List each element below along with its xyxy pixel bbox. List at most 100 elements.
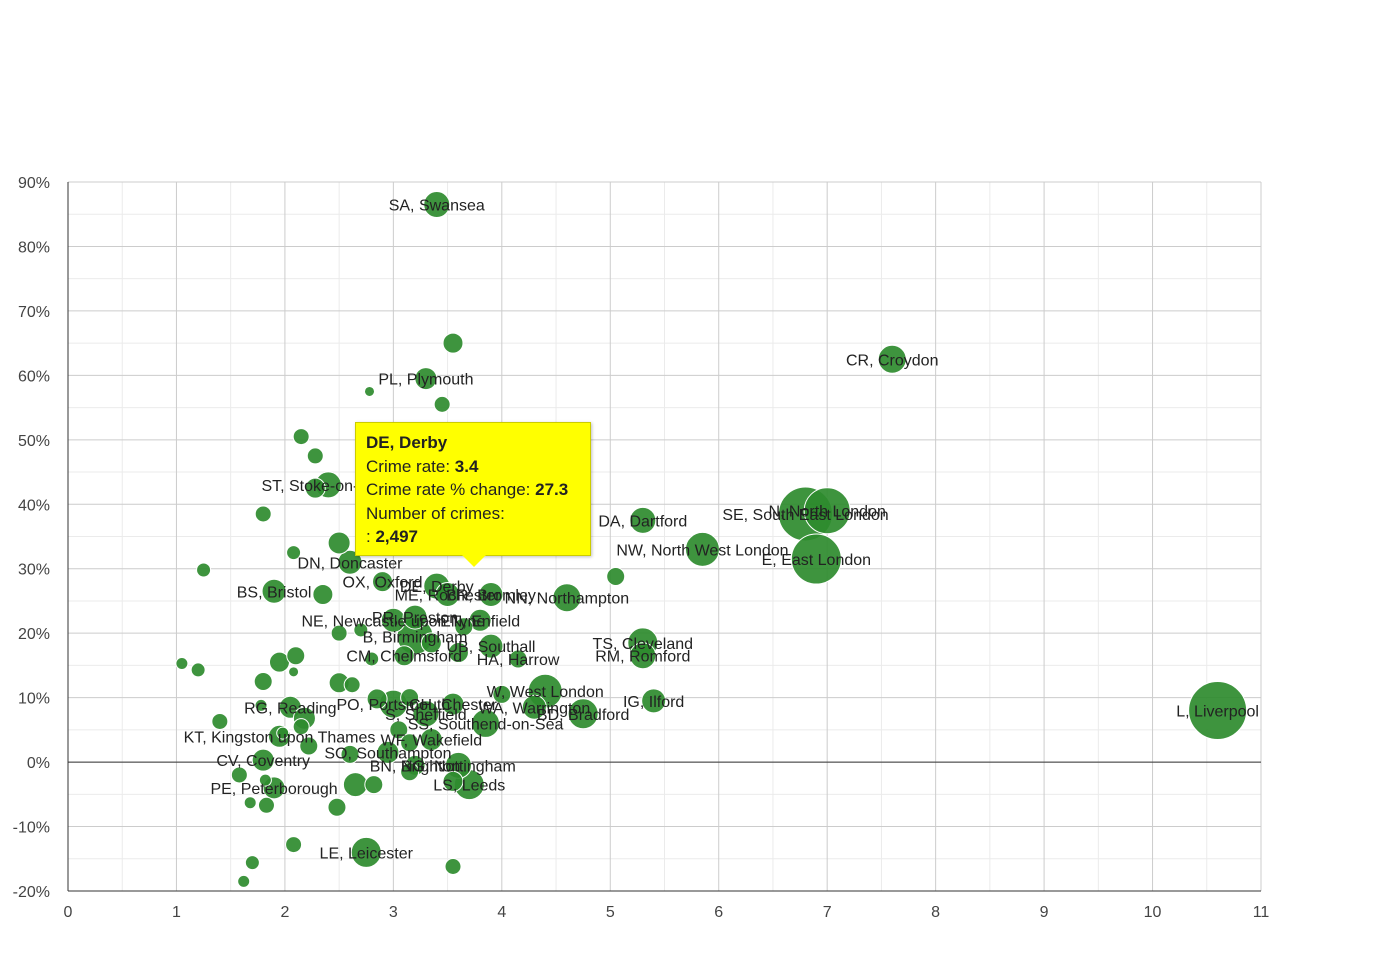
bubble[interactable] — [353, 622, 369, 638]
bubble[interactable] — [606, 566, 626, 586]
bubble[interactable] — [304, 477, 326, 499]
bubble[interactable] — [1188, 681, 1248, 741]
bubble[interactable] — [629, 506, 657, 534]
bubble-label: OX, Oxford — [343, 575, 423, 592]
tooltip-rate-value: 3.4 — [454, 456, 479, 476]
bubble[interactable] — [414, 367, 438, 391]
bubble[interactable] — [423, 191, 451, 219]
bubble-label: BN, Brighton — [370, 758, 461, 775]
bubble[interactable] — [402, 604, 428, 630]
bubble[interactable] — [343, 676, 361, 694]
tooltip-count-label: Number of crimes: — [366, 503, 505, 523]
bubble[interactable] — [419, 728, 443, 752]
bubble[interactable] — [433, 395, 451, 413]
bubble[interactable] — [567, 698, 599, 730]
x-tick-label: 6 — [714, 904, 723, 921]
bubble[interactable] — [366, 688, 388, 710]
x-tick-label: 11 — [1253, 904, 1270, 921]
bubble[interactable] — [389, 720, 409, 740]
bubble[interactable] — [471, 708, 501, 738]
bubble[interactable] — [393, 645, 415, 667]
bubble[interactable] — [376, 740, 400, 764]
bubble[interactable] — [243, 796, 257, 810]
bubble-label: S, Sheffield — [385, 707, 467, 724]
bubble[interactable] — [372, 571, 394, 593]
bubble[interactable] — [420, 632, 442, 654]
bubble[interactable] — [327, 797, 347, 817]
bubble-label: TS, Cleveland — [593, 636, 694, 653]
x-tick-label: 7 — [823, 904, 832, 921]
bubble[interactable] — [877, 344, 907, 374]
bubble[interactable] — [340, 744, 360, 764]
bubble[interactable] — [478, 633, 504, 659]
bubble[interactable] — [286, 545, 302, 561]
tooltip-title: DE, Derby — [366, 433, 448, 452]
bubble[interactable] — [803, 487, 851, 535]
bubble[interactable] — [400, 762, 420, 782]
bubble[interactable] — [478, 582, 504, 608]
bubble[interactable] — [400, 688, 420, 708]
bubble[interactable] — [257, 796, 275, 814]
bubble[interactable] — [306, 447, 324, 465]
bubble[interactable] — [237, 874, 251, 888]
bubble[interactable] — [441, 692, 465, 716]
bubble[interactable] — [508, 649, 528, 669]
bubble[interactable] — [190, 662, 206, 678]
y-tick-label: 50% — [18, 433, 50, 450]
bubble[interactable] — [364, 651, 380, 667]
bubble[interactable] — [196, 562, 212, 578]
bubble[interactable] — [230, 766, 248, 784]
bubble-label: IG, Ilford — [623, 694, 684, 711]
bubble[interactable] — [292, 428, 310, 446]
bubble[interactable] — [251, 748, 275, 772]
x-tick-label: 8 — [931, 904, 940, 921]
bubble[interactable] — [258, 773, 272, 787]
tooltip: DE, Derby Crime rate: 3.4 Crime rate % c… — [355, 422, 591, 556]
bubble[interactable] — [435, 582, 461, 608]
bubble[interactable] — [337, 549, 363, 575]
bubble[interactable] — [288, 666, 300, 678]
bubble[interactable] — [447, 642, 469, 664]
bubble[interactable] — [364, 385, 376, 397]
bubble[interactable] — [641, 688, 667, 714]
y-tick-label: 80% — [18, 239, 50, 256]
bubble[interactable] — [400, 733, 420, 753]
bubble[interactable] — [244, 855, 260, 871]
bubble-label: W, West London — [487, 684, 604, 701]
minor-gridlines — [68, 182, 1261, 891]
bubble[interactable] — [790, 533, 842, 585]
bubble-label: CH, Chester — [409, 697, 498, 714]
bubble[interactable] — [261, 578, 287, 604]
bubble[interactable] — [299, 736, 319, 756]
bubble[interactable] — [253, 672, 273, 692]
bubble[interactable] — [285, 836, 303, 854]
bubble[interactable] — [254, 505, 272, 523]
bubble-label: WF, Wakefield — [380, 733, 482, 750]
bubble-label: E, East London — [762, 552, 871, 569]
bubble[interactable] — [442, 332, 464, 354]
bubble[interactable] — [442, 770, 464, 792]
bubble[interactable] — [292, 718, 310, 736]
bubble[interactable] — [444, 858, 462, 876]
bubble[interactable] — [629, 642, 657, 670]
bubble[interactable] — [412, 700, 440, 728]
bubble[interactable] — [327, 531, 351, 555]
bubble[interactable] — [254, 698, 268, 712]
bubble-label: LE, Leicester — [320, 845, 414, 862]
bubble[interactable] — [175, 656, 189, 670]
bubble[interactable] — [350, 836, 382, 868]
bubble[interactable] — [552, 583, 582, 613]
bubble[interactable] — [286, 646, 306, 666]
bubble[interactable] — [211, 712, 229, 730]
bubble[interactable] — [454, 617, 474, 637]
bubble-label: WA, Warrington — [478, 700, 590, 717]
bubble[interactable] — [364, 775, 384, 795]
bubble[interactable] — [342, 772, 368, 798]
bubble-label: HA, Harrow — [477, 652, 560, 669]
bubble[interactable] — [276, 726, 290, 740]
bubble[interactable] — [312, 584, 334, 606]
bubble[interactable] — [492, 684, 512, 704]
bubble[interactable] — [684, 531, 720, 567]
bubble[interactable] — [521, 694, 547, 720]
bubble[interactable] — [330, 624, 348, 642]
